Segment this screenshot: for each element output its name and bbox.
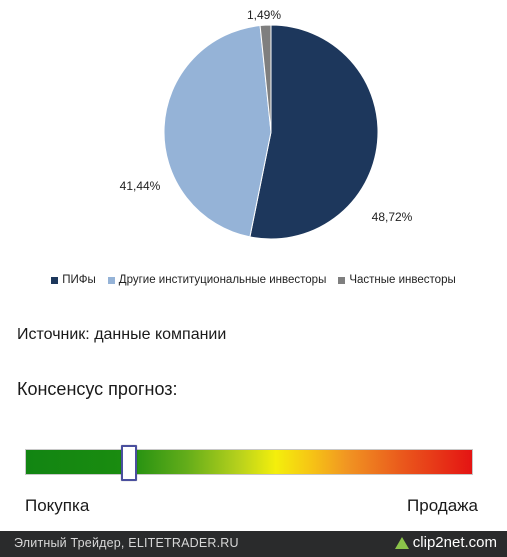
legend-label-institutional: Другие институциональные инвесторы [118, 274, 327, 286]
consensus-title: Консенсус прогноз: [17, 379, 178, 399]
source-note: Источник: данные компании [17, 326, 227, 343]
chart-legend: ПИФы Другие институциональные инвесторы … [0, 274, 507, 286]
legend-item-institutional: Другие институциональные инвесторы [107, 274, 327, 286]
footer-source-text: Элитный Трейдер, ELITETRADER.RU [14, 536, 239, 550]
legend-swatch-institutional [107, 276, 115, 284]
footer-bar: Элитный Трейдер, ELITETRADER.RU clip2net… [0, 531, 507, 557]
pie-label-private: 1,49% [247, 8, 281, 22]
legend-label-pif: ПИФы [62, 274, 96, 286]
gauge-label-buy: Покупка [25, 496, 90, 515]
gauge-label-sell: Продажа [407, 496, 478, 515]
pie-label-pif: 48,72% [372, 210, 413, 224]
legend-item-pif: ПИФы [51, 274, 96, 286]
legend-swatch-private [338, 276, 346, 284]
pie-slice-institutional [163, 25, 272, 238]
triangle-icon [394, 536, 409, 549]
consensus-gauge-marker [120, 445, 137, 481]
pie-label-institutional: 41,44% [120, 179, 161, 193]
legend-item-private: Частные инвесторы [338, 274, 456, 286]
pie-slice-private [259, 24, 272, 133]
consensus-gauge [25, 445, 473, 481]
legend-swatch-pif [51, 276, 59, 284]
pie-chart: 48,72% 41,44% 1,49% [120, 8, 413, 240]
footer-brand-label: clip2net.com [412, 534, 497, 551]
pie-slice-pif [249, 24, 379, 240]
footer-brand: clip2net.com [394, 534, 497, 551]
legend-label-private: Частные инвесторы [349, 274, 456, 286]
